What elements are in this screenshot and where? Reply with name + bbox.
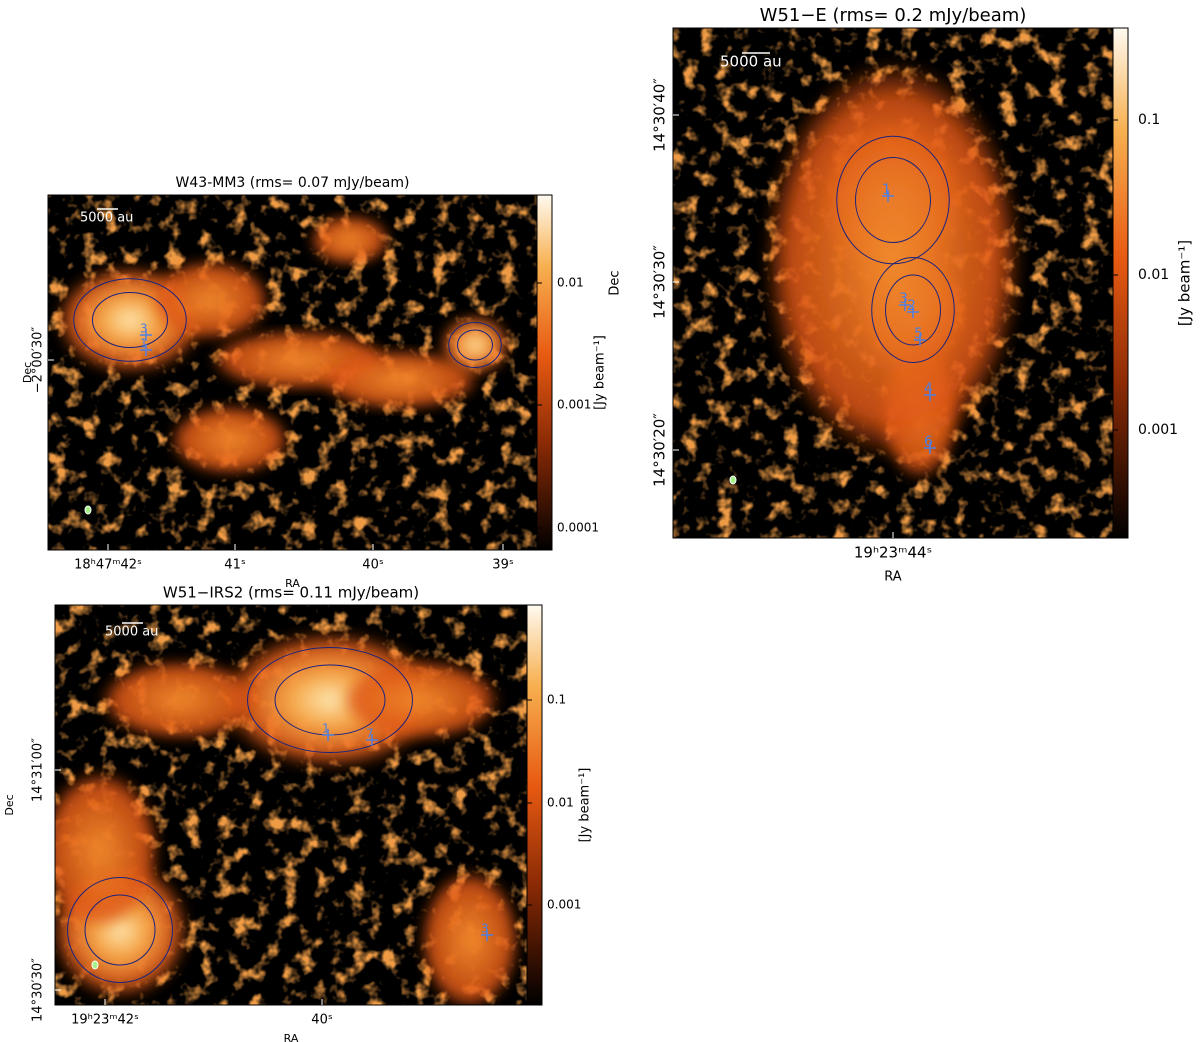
- source-marker: [366, 734, 378, 746]
- colorbar-tick-label: 0.001: [1138, 422, 1178, 438]
- emission: [100, 660, 260, 740]
- source-marker: [882, 190, 894, 202]
- contour: [448, 322, 502, 368]
- source-label: 3: [899, 291, 908, 307]
- map-image: [48, 195, 537, 550]
- colorbar-label: [Jy beam⁻¹]: [578, 768, 593, 843]
- contour: [247, 647, 413, 753]
- x-tick-label: 40ˢ: [362, 558, 384, 573]
- contour: [457, 329, 493, 361]
- x-axis-label: RA: [285, 577, 300, 590]
- emission: [440, 315, 510, 375]
- source-label: 1: [322, 722, 330, 736]
- x-tick-label: 19ʰ23ᵐ44ˢ: [854, 544, 932, 562]
- beam: [729, 475, 737, 485]
- colorbar: [536, 194, 553, 551]
- y-tick-label: −2°00′30″: [31, 327, 46, 394]
- panel-title: W51−IRS2 (rms= 0.11 mJy/beam): [163, 584, 419, 602]
- emission: [420, 870, 520, 1005]
- contour: [871, 257, 955, 363]
- contour: [84, 894, 156, 966]
- emission: [320, 350, 480, 410]
- colorbar-tick-label: 0.001: [547, 898, 581, 912]
- colorbar-tick-label: 0.0001: [557, 521, 599, 535]
- scale-bar-label: 5000 au: [105, 625, 158, 640]
- source-marker: [322, 729, 334, 741]
- scale-bar-label: 5000 au: [720, 53, 782, 71]
- beam: [91, 960, 99, 970]
- emission: [310, 215, 390, 265]
- source-marker: [140, 344, 152, 356]
- source-label: 2: [907, 298, 916, 314]
- panel-title: W51−E (rms= 0.2 mJy/beam): [760, 5, 1027, 26]
- beam: [84, 505, 92, 515]
- x-axis-label: RA: [284, 1032, 299, 1042]
- source-marker: [899, 299, 911, 311]
- panel-title: W43-MM3 (rms= 0.07 mJy/beam): [176, 175, 410, 191]
- colorbar-tick-label: 0.01: [547, 796, 574, 810]
- colorbar: [1112, 27, 1129, 539]
- x-axis-label: RA: [884, 570, 902, 585]
- scale-bar-label: 5000 au: [80, 211, 133, 226]
- emission: [150, 260, 270, 340]
- colorbar-tick-label: 0.001: [557, 398, 591, 412]
- x-tick-label: 41ˢ: [224, 558, 246, 573]
- contour: [92, 292, 168, 348]
- colorbar-tick-label: 0.01: [1138, 267, 1169, 283]
- x-tick-label: 18ʰ47ᵐ42ˢ: [74, 558, 142, 573]
- source-marker: [140, 329, 152, 341]
- y-tick-label: 14°30′40″: [651, 78, 669, 152]
- contour: [67, 877, 173, 983]
- colorbar-tick-label: 0.1: [547, 693, 566, 707]
- source-label: 6: [924, 434, 933, 450]
- contour: [885, 274, 941, 346]
- x-tick-label: 19ʰ23ᵐ42ˢ: [71, 1013, 139, 1028]
- source-label: 5: [914, 326, 923, 342]
- emission: [340, 660, 500, 740]
- colorbar-label: [Jy beam⁻¹]: [593, 335, 608, 410]
- source-label: 3: [481, 922, 489, 936]
- y-tick-label: 14°31′00″: [31, 738, 46, 802]
- source-marker: [481, 929, 493, 941]
- emission: [763, 60, 1023, 460]
- colorbar-tick-label: 0.01: [557, 276, 584, 290]
- source-label: 7: [366, 727, 374, 741]
- source-marker: [924, 442, 936, 454]
- y-axis-label: Dec: [3, 794, 16, 815]
- source-label: 3: [140, 322, 148, 336]
- map-image: [673, 28, 1113, 538]
- y-axis-label: Dec: [608, 270, 623, 295]
- source-label: 1: [882, 182, 891, 198]
- colorbar-label: [Jy beam⁻¹]: [1176, 240, 1194, 326]
- colorbar: [526, 604, 543, 1006]
- y-tick-label: 14°30′30″: [651, 245, 669, 319]
- source-label: 4: [924, 381, 933, 397]
- emission: [170, 405, 290, 475]
- source-label: 1: [140, 337, 148, 351]
- colorbar-tick-label: 0.1: [1138, 112, 1160, 128]
- source-marker: [907, 306, 919, 318]
- x-tick-label: 39ˢ: [492, 558, 514, 573]
- y-axis-label: Dec: [21, 362, 34, 383]
- source-marker: [914, 334, 926, 346]
- emission: [55, 770, 160, 930]
- contour: [855, 157, 931, 243]
- x-tick-label: 40ˢ: [311, 1013, 333, 1028]
- y-tick-label: 14°30′20″: [651, 413, 669, 487]
- contour: [73, 278, 187, 362]
- map-image: [55, 605, 527, 1005]
- source-marker: [924, 389, 936, 401]
- y-tick-label: 14°30′30″: [31, 958, 46, 1022]
